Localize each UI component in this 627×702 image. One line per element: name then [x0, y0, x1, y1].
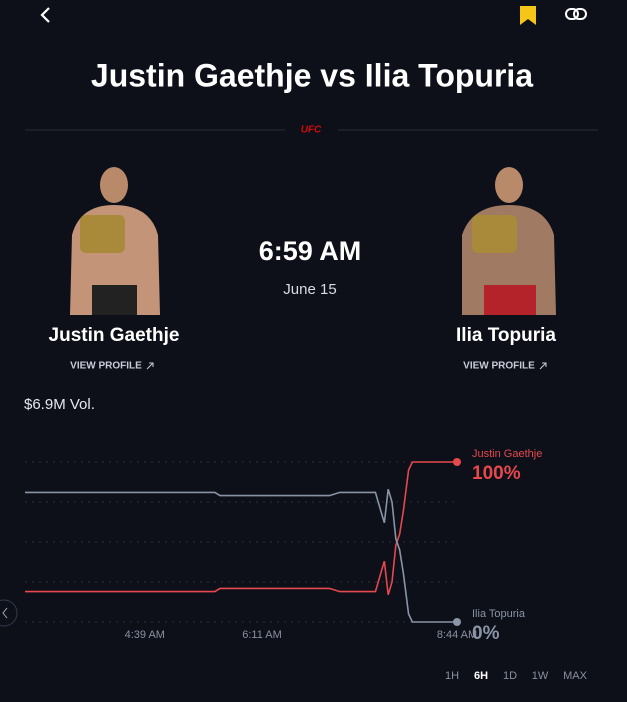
value-label: 0%: [472, 623, 500, 644]
end-dot: [453, 618, 461, 626]
range-button[interactable]: MAX: [563, 670, 588, 682]
series-line: [25, 488, 457, 623]
link-button[interactable]: [565, 8, 587, 20]
scroll-left-button[interactable]: [0, 599, 18, 627]
legend-label: Ilia Topuria: [472, 608, 526, 620]
league-badge: UFC: [301, 125, 322, 136]
fighter-name: Justin Gaethje: [49, 325, 180, 346]
external-icon: [539, 362, 547, 370]
value-label: 100%: [472, 463, 521, 484]
fighter-name: Ilia Topuria: [456, 325, 556, 346]
external-icon: [146, 362, 154, 370]
x-tick-label: 6:11 AM: [242, 629, 282, 641]
volume: $6.9M Vol.: [24, 396, 95, 413]
event-time: 6:59 AM: [259, 236, 362, 266]
range-button[interactable]: 1H: [445, 670, 459, 682]
x-tick-label: 4:39 AM: [125, 629, 165, 641]
scroll-left-icon: [2, 607, 8, 619]
end-dot: [453, 458, 461, 466]
range-button[interactable]: 6H: [474, 670, 488, 682]
title: Justin Gaethje vs Ilia Topuria: [91, 57, 533, 93]
view-profile-link[interactable]: VIEW PROFILE: [463, 361, 535, 372]
x-tick-label: 8:44 AM: [437, 629, 477, 641]
series-line: [25, 461, 457, 596]
view-profile-link[interactable]: VIEW PROFILE: [70, 361, 142, 372]
bookmark-button[interactable]: [520, 6, 536, 25]
legend-label: Justin Gaethje: [472, 448, 542, 460]
fighter-image: [70, 167, 160, 315]
range-button[interactable]: 1D: [503, 670, 517, 682]
range-button[interactable]: 1W: [532, 670, 549, 682]
event-date: June 15: [283, 281, 336, 298]
back-button[interactable]: [40, 7, 50, 23]
fighter-image: [462, 167, 556, 315]
